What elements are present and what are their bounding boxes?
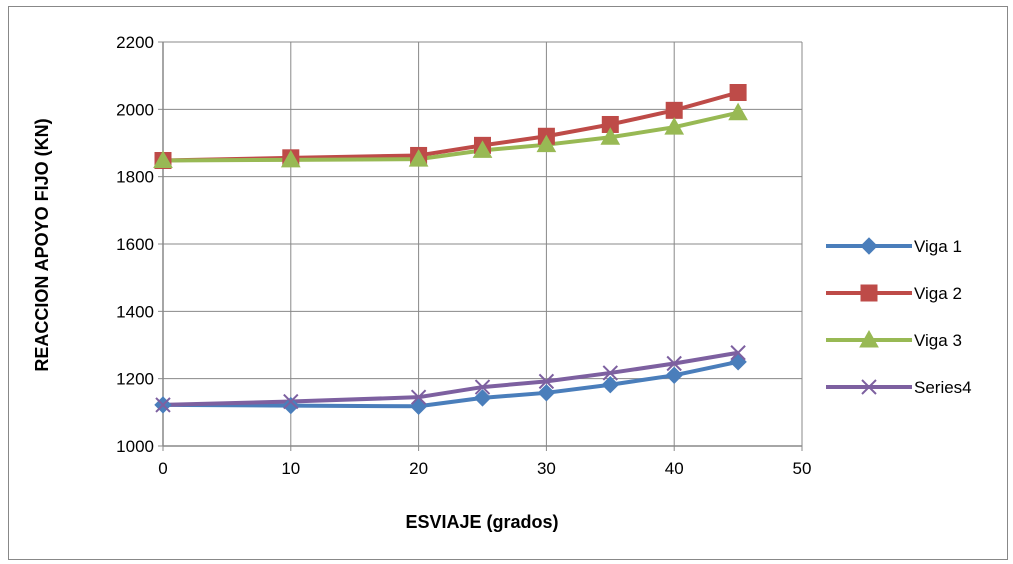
series-line-1: [162, 359, 739, 409]
data-point: [409, 397, 428, 415]
data-point: [601, 376, 620, 394]
x-tick-label: 0: [158, 459, 167, 478]
data-point: [665, 101, 683, 119]
data-point: [473, 389, 492, 407]
data-point: [283, 393, 299, 410]
legend-label: Viga 1: [914, 237, 962, 256]
data-point: [408, 149, 429, 167]
x-axis-title: ESVIAJE (grados): [405, 512, 558, 532]
data-point: [729, 84, 747, 101]
legend: Viga 1 Viga 2 Viga 3 Series4: [826, 237, 972, 397]
y-tick-label: 1000: [116, 437, 154, 456]
data-point: [729, 353, 747, 371]
data-point: [728, 102, 748, 121]
series-line-3: [162, 110, 739, 163]
x-tick-label: 10: [281, 459, 300, 478]
x-tick-label: 30: [537, 459, 556, 478]
legend-marker: [861, 379, 877, 395]
data-point: [537, 384, 556, 402]
data-point: [730, 345, 746, 361]
x-tick-labels: 0 10 20 30 40 50: [158, 459, 811, 478]
data-point: [665, 366, 683, 385]
data-point: [282, 396, 300, 415]
legend-marker: [859, 329, 879, 348]
data-point: [600, 127, 621, 145]
series-markers: [153, 84, 748, 415]
y-tick-label: 1800: [116, 168, 154, 187]
series-lines: [162, 90, 739, 409]
y-tick-label: 1200: [116, 370, 154, 389]
y-tick-label: 2200: [116, 33, 154, 52]
data-point: [155, 397, 171, 413]
y-tick-label: 2000: [116, 100, 154, 119]
data-point: [474, 379, 491, 395]
chart-frame: [8, 6, 1008, 560]
data-point: [538, 373, 555, 390]
legend-label: Series4: [914, 378, 972, 397]
series-line-4: [162, 350, 739, 407]
data-point: [410, 389, 427, 405]
y-tick-labels: 1000 1200 1400 1600 1800 2000 2200: [116, 33, 154, 456]
data-point: [666, 355, 682, 372]
y-tick-label: 1400: [116, 302, 154, 321]
y-axis-title: REACCION APOYO FIJO (KN): [32, 118, 52, 371]
legend-marker: [860, 284, 878, 302]
legend-label: Viga 2: [914, 284, 962, 303]
data-point: [472, 140, 493, 158]
data-point: [280, 149, 301, 168]
data-point: [153, 150, 173, 169]
x-tick-label: 40: [665, 459, 684, 478]
legend-label: Viga 3: [914, 331, 962, 350]
data-point: [664, 117, 685, 135]
series-line-2: [162, 90, 739, 163]
data-point: [536, 134, 557, 153]
x-tick-label: 20: [409, 459, 428, 478]
y-tick-label: 1600: [116, 235, 154, 254]
x-tick-label: 50: [793, 459, 812, 478]
data-point: [602, 365, 619, 381]
axes: [158, 41, 803, 451]
legend-marker: [860, 237, 878, 255]
